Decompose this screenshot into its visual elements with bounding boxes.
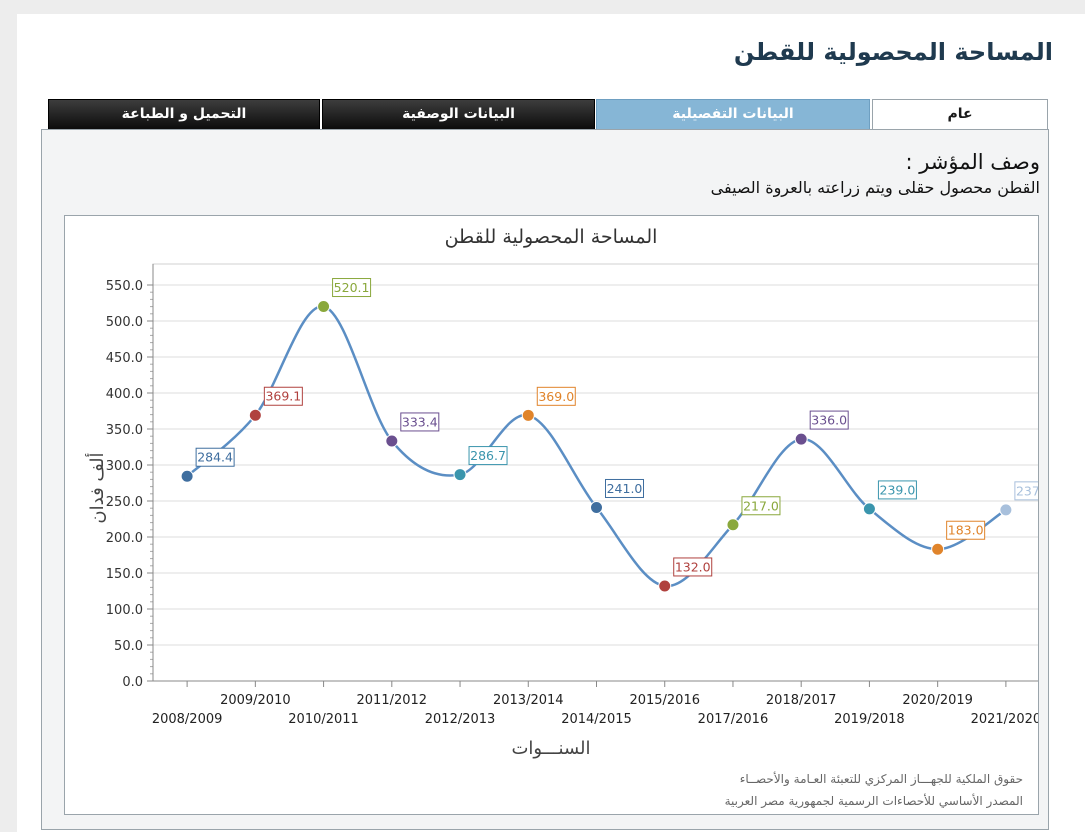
y-tick-label: 500.0: [106, 315, 143, 330]
data-label: 336.0: [809, 410, 849, 430]
data-label-text: 183.0: [948, 523, 984, 538]
data-label: 369.1: [263, 386, 303, 406]
data-label: 286.7: [468, 446, 508, 466]
tab-detailed-data[interactable]: البيانات التفصيلية: [596, 99, 870, 130]
y-tick-label: 400.0: [106, 387, 143, 402]
data-label-box: [809, 410, 849, 430]
data-label-box: [195, 447, 235, 467]
tab-metadata[interactable]: البيانات الوصفية: [322, 99, 595, 130]
x-tick-label: 2017/2016: [698, 712, 769, 727]
data-point[interactable]: [862, 502, 876, 516]
data-label-box: [877, 480, 917, 500]
data-label-text: 336.0: [811, 413, 847, 428]
indicator-description: القطن محصول حقلى ويتم زراعته بالعروة الص…: [710, 178, 1040, 197]
data-label: 183.0: [946, 520, 986, 540]
data-label: 284.4: [195, 447, 235, 467]
y-tick-label: 300.0: [106, 459, 143, 474]
data-point[interactable]: [999, 503, 1013, 517]
data-label: 239.0: [877, 480, 917, 500]
data-label-box: [946, 520, 986, 540]
footer-source: المصدر الأساسي للأحصاءات الرسمية لجمهوري…: [725, 793, 1023, 809]
data-label-text: 369.0: [538, 389, 574, 404]
x-tick-label: 2011/2012: [357, 693, 428, 708]
tab-panel: وصف المؤشر : القطن محصول حقلى ويتم زراعت…: [41, 129, 1054, 830]
y-tick-label: 450.0: [106, 351, 143, 366]
data-label-box: [605, 478, 644, 498]
plot-area: [152, 263, 1041, 682]
y-tick-label: 200.0: [106, 531, 143, 546]
x-tick-label: 2009/2010: [220, 693, 291, 708]
x-tick-label: 2019/2018: [834, 712, 905, 727]
data-label-text: 239.0: [880, 482, 916, 497]
data-label-text: 333.4: [402, 414, 438, 429]
y-tick-label: 50.0: [114, 639, 143, 654]
tab-download-print[interactable]: التحميل و الطباعة: [48, 99, 320, 130]
tab-bar: التحميل و الطباعة البيانات الوصفية البيا…: [48, 99, 1048, 132]
x-axis-title: السنـــوات: [511, 738, 590, 759]
page-title: المساحة المحصولية للقطن: [733, 38, 1053, 66]
data-label-text: 520.1: [334, 280, 370, 295]
content-card: المساحة المحصولية للقطن التحميل و الطباع…: [17, 14, 1085, 832]
y-tick-label: 150.0: [106, 567, 143, 582]
data-label-box: [536, 386, 576, 406]
series-line: [186, 305, 1007, 588]
footer-copyright: حقوق الملكية للجهـــاز المركزي للتعبئة ا…: [740, 771, 1023, 787]
x-tick-label: 2020/2019: [902, 693, 973, 708]
data-point[interactable]: [726, 518, 740, 532]
data-label-box: [400, 412, 440, 432]
x-tick-label: 2013/2014: [493, 693, 564, 708]
data-label: 132.0: [673, 557, 713, 577]
x-tick-label: 2010/2011: [288, 712, 359, 727]
data-label-text: 286.7: [470, 448, 506, 463]
data-label-text: 241.0: [607, 481, 643, 496]
data-label-text: 217.0: [743, 498, 779, 513]
x-tick-label: 2018/2017: [766, 693, 837, 708]
y-tick-label: 350.0: [106, 423, 143, 438]
indicator-title: وصف المؤشر :: [905, 150, 1040, 174]
data-point[interactable]: [317, 300, 331, 314]
data-label: 520.1: [332, 278, 372, 298]
data-point[interactable]: [658, 579, 672, 593]
y-tick-label: 250.0: [106, 495, 143, 510]
data-point[interactable]: [453, 468, 467, 482]
y-tick-label: 100.0: [106, 603, 143, 618]
data-label: 369.0: [536, 386, 576, 406]
x-tick-label: 2008/2009: [152, 712, 223, 727]
data-label: 241.0: [605, 478, 644, 498]
data-label-text: 284.4: [197, 450, 233, 465]
data-label: 333.4: [400, 412, 440, 432]
data-point[interactable]: [521, 408, 535, 422]
x-tick-label: 2021/2020: [971, 712, 1038, 727]
data-label-box: [263, 386, 303, 406]
data-label-text: 132.0: [675, 559, 711, 574]
data-point[interactable]: [180, 469, 194, 483]
y-tick-label: 0.0: [122, 675, 143, 690]
data-point[interactable]: [931, 542, 945, 556]
y-axis-title: ألف فدان: [85, 452, 108, 523]
chart-frame: المساحة المحصولية للقطن 0.0 50.0 100.0 150.…: [64, 215, 1054, 815]
x-tick-label: 2012/2013: [425, 712, 496, 727]
data-point[interactable]: [794, 432, 808, 446]
line-chart: المساحة المحصولية للقطن 0.0 50.0 100.0 150.…: [85, 226, 1054, 809]
data-point[interactable]: [385, 434, 399, 448]
y-tick-label: 550.0: [106, 279, 143, 294]
data-label-text: 369.1: [265, 389, 301, 404]
x-tick-label: 2014/2015: [561, 712, 632, 727]
chart-title: المساحة المحصولية للقطن: [445, 226, 658, 248]
x-tick-label: 2015/2016: [629, 693, 700, 708]
data-point[interactable]: [248, 408, 262, 422]
data-label-box: [468, 446, 508, 466]
tab-general[interactable]: عام: [872, 99, 1048, 132]
data-label-box: [741, 496, 781, 516]
data-label-text: 237.7: [1016, 483, 1038, 498]
data-label: 237.7: [1014, 481, 1054, 501]
data-point[interactable]: [590, 500, 603, 514]
data-label: 217.0: [741, 496, 781, 516]
data-label-box: [332, 278, 372, 298]
data-label-box: [673, 557, 713, 577]
